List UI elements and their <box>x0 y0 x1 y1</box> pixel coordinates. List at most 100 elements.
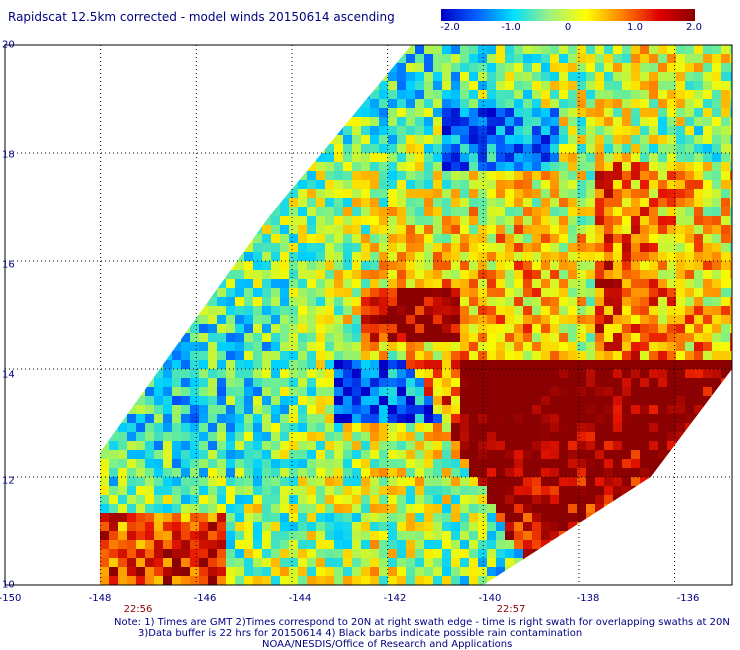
swath-cell <box>325 207 334 216</box>
swath-cell <box>334 279 343 288</box>
swath-cell <box>460 378 469 387</box>
swath-cell <box>397 387 406 396</box>
swath-cell <box>262 576 271 585</box>
swath-cell <box>136 117 145 126</box>
swath-cell <box>415 459 424 468</box>
swath-cell <box>127 315 136 324</box>
swath-cell <box>568 549 577 558</box>
swath-cell <box>298 225 307 234</box>
swath-cell <box>595 495 604 504</box>
swath-cell <box>289 459 298 468</box>
swath-cell <box>244 486 253 495</box>
swath-cell <box>136 369 145 378</box>
swath-cell <box>640 459 649 468</box>
swath-cell <box>325 441 334 450</box>
swath-cell <box>172 189 181 198</box>
swath-cell <box>658 252 667 261</box>
swath-cell <box>208 45 217 54</box>
swath-cell <box>262 414 271 423</box>
swath-cell <box>460 423 469 432</box>
swath-cell <box>334 387 343 396</box>
swath-cell <box>406 387 415 396</box>
swath-cell <box>649 549 658 558</box>
swath-cell <box>496 414 505 423</box>
swath-cell <box>100 522 109 531</box>
swath-cell <box>586 108 595 117</box>
swath-cell <box>208 72 217 81</box>
swath-cell <box>226 135 235 144</box>
swath-cell <box>109 441 118 450</box>
swath-cell <box>667 378 676 387</box>
lat-label-16: 16 <box>2 259 15 271</box>
swath-cell <box>496 477 505 486</box>
swath-cell <box>424 252 433 261</box>
swath-cell <box>550 72 559 81</box>
swath-cell <box>469 207 478 216</box>
swath-cell <box>532 90 541 99</box>
swath-cell <box>496 378 505 387</box>
swath-cell <box>379 567 388 576</box>
swath-cell <box>586 144 595 153</box>
swath-cell <box>595 477 604 486</box>
swath-cell <box>298 108 307 117</box>
swath-cell <box>613 432 622 441</box>
swath-cell <box>532 351 541 360</box>
swath-cell <box>667 495 676 504</box>
swath-cell <box>271 297 280 306</box>
swath-cell <box>145 459 154 468</box>
swath-cell <box>487 531 496 540</box>
swath-cell <box>154 135 163 144</box>
swath-cell <box>496 297 505 306</box>
swath-cell <box>136 504 145 513</box>
swath-cell <box>685 513 694 522</box>
swath-cell <box>343 450 352 459</box>
swath-cell <box>235 162 244 171</box>
swath-cell <box>307 72 316 81</box>
swath-cell <box>415 225 424 234</box>
swath-cell <box>658 342 667 351</box>
swath-cell <box>325 216 334 225</box>
swath-cell <box>271 324 280 333</box>
swath-cell <box>406 99 415 108</box>
swath-cell <box>667 45 676 54</box>
swath-cell <box>190 576 199 585</box>
swath-cell <box>352 252 361 261</box>
swath-cell <box>595 378 604 387</box>
swath-cell <box>415 261 424 270</box>
swath-cell <box>469 261 478 270</box>
swath-cell <box>307 135 316 144</box>
swath-cell <box>262 342 271 351</box>
swath-cell <box>487 288 496 297</box>
swath-cell <box>559 90 568 99</box>
swath-cell <box>595 216 604 225</box>
swath-cell <box>442 117 451 126</box>
swath-cell <box>649 108 658 117</box>
swath-cell <box>298 288 307 297</box>
swath-cell <box>460 414 469 423</box>
swath-cell <box>550 252 559 261</box>
swath-cell <box>208 540 217 549</box>
swath-cell <box>127 558 136 567</box>
swath-cell <box>397 198 406 207</box>
swath-cell <box>271 45 280 54</box>
swath-cell <box>469 72 478 81</box>
swath-cell <box>325 279 334 288</box>
swath-cell <box>127 342 136 351</box>
swath-cell <box>703 315 712 324</box>
swath-cell <box>262 468 271 477</box>
swath-cell <box>271 153 280 162</box>
swath-cell <box>307 513 316 522</box>
swath-cell <box>289 333 298 342</box>
swath-cell <box>334 207 343 216</box>
swath-cell <box>505 396 514 405</box>
swath-cell <box>343 423 352 432</box>
swath-cell <box>244 189 253 198</box>
swath-cell <box>127 63 136 72</box>
swath-cell <box>208 63 217 72</box>
swath-cell <box>352 450 361 459</box>
swath-cell <box>622 513 631 522</box>
swath-cell <box>658 180 667 189</box>
swath-cell <box>235 234 244 243</box>
swath-cell <box>280 441 289 450</box>
swath-cell <box>235 171 244 180</box>
